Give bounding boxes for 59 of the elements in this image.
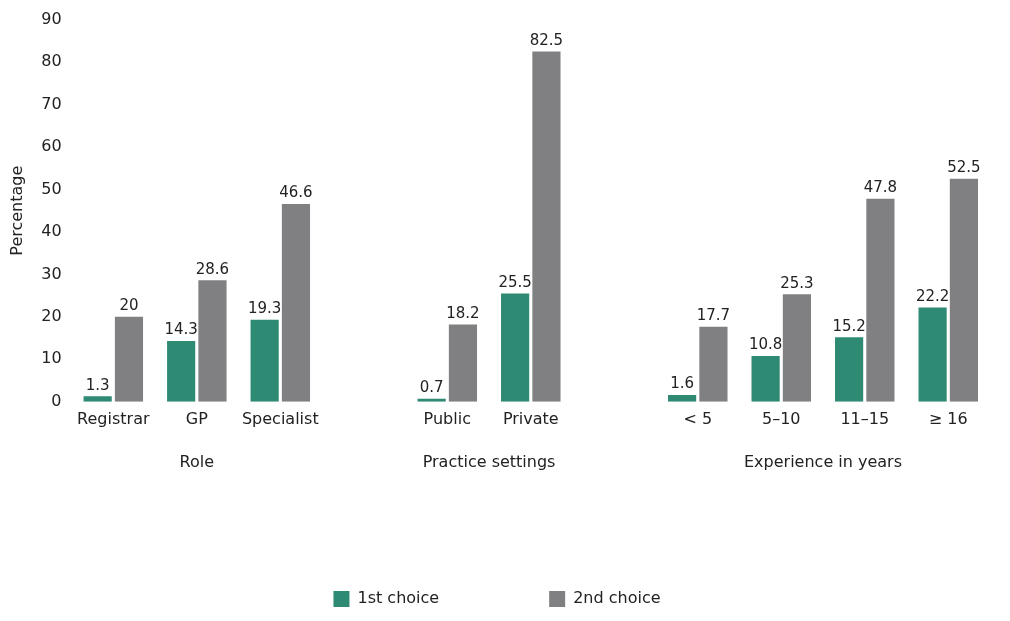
data-label: 17.7: [696, 306, 731, 325]
x-tick-label: Public: [423, 408, 471, 428]
x-tick-label: Private: [502, 408, 559, 428]
bar: [918, 307, 947, 402]
x-tick-label: < 5: [683, 408, 713, 428]
bar: [782, 294, 812, 402]
bar: [751, 355, 780, 402]
y-tick-label: 80: [41, 51, 62, 71]
y-tick-label: 70: [41, 93, 62, 113]
y-tick-label: 40: [41, 221, 62, 241]
y-tick-label: 60: [41, 136, 62, 156]
data-label: 25.3: [780, 273, 814, 292]
x-tick-label: Specialist: [241, 408, 319, 428]
text: Role: [179, 452, 215, 472]
data-label: 25.5: [498, 272, 532, 291]
bar: [83, 396, 112, 402]
data-label: 28.6: [195, 259, 230, 278]
bar: [448, 324, 478, 402]
bar: [835, 337, 864, 402]
data-label: 14.3: [164, 320, 198, 339]
bar: [866, 198, 895, 402]
data-label: 22.2: [915, 286, 950, 305]
bar: [167, 341, 196, 402]
data-label: 10.8: [748, 335, 783, 354]
y-tick-label: 20: [41, 306, 62, 326]
bar: [699, 326, 728, 402]
text: Experience in years: [744, 452, 903, 472]
data-label: 82.5: [529, 30, 564, 49]
legend-label: 2nd choice: [573, 588, 661, 608]
x-tick-label: 11–15: [840, 408, 890, 428]
bar: [949, 178, 978, 402]
y-tick-label: 0: [51, 390, 62, 410]
y-axis-title: Percentage: [6, 165, 26, 256]
bar: [532, 51, 561, 402]
y-tick-label: 10: [41, 348, 62, 368]
legend-label: 1st choice: [357, 588, 440, 608]
data-label: 19.3: [247, 299, 282, 318]
bar: [114, 316, 144, 402]
data-label: 20: [119, 296, 139, 315]
data-label: 18.2: [446, 303, 480, 322]
y-tick-label: 90: [41, 8, 62, 28]
data-label: 47.8: [863, 178, 898, 197]
x-tick-label: 5–10: [761, 408, 801, 428]
data-label: 1.3: [85, 375, 110, 394]
y-tick-label: 30: [41, 263, 62, 283]
data-label: 15.2: [832, 316, 866, 335]
data-label: 46.6: [279, 183, 313, 202]
x-tick-label: GP: [185, 408, 209, 428]
bar: [501, 293, 530, 402]
bar: [198, 280, 227, 402]
y-tick-label: 50: [41, 178, 62, 198]
bar: [250, 319, 279, 402]
bar: [281, 203, 311, 402]
data-label: 52.5: [947, 158, 981, 177]
data-label: 1.6: [670, 374, 695, 393]
text: Practice settings: [422, 452, 556, 472]
data-label: 0.7: [419, 378, 444, 397]
x-tick-label: ≥ 16: [928, 408, 968, 428]
x-tick-label: Registrar: [77, 408, 150, 428]
